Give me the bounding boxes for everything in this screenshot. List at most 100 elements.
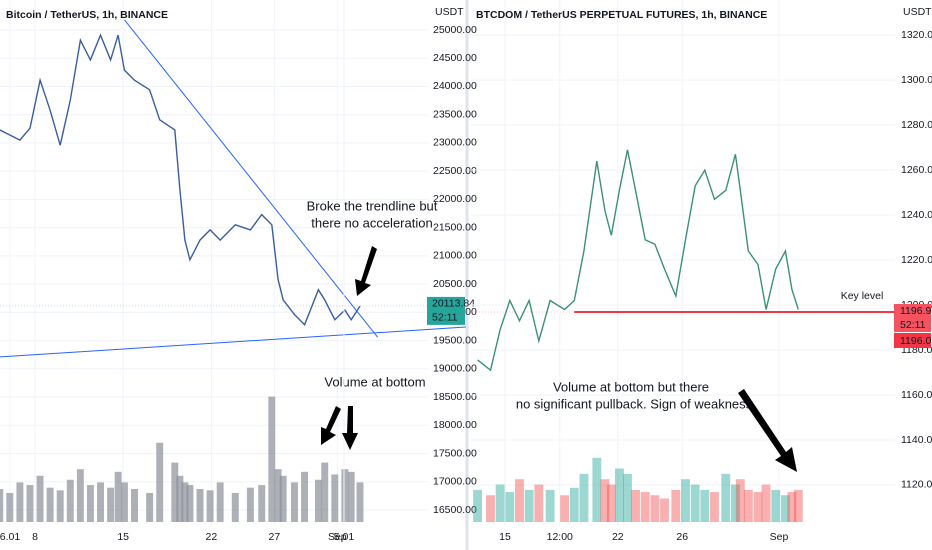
y-tick-label: 20500.00: [433, 278, 477, 290]
volume-bar: [146, 492, 154, 522]
volume-bar: [291, 482, 298, 522]
y-tick-label: 1160.0: [901, 389, 932, 401]
x-tick-label: Sep: [770, 531, 789, 543]
price-line: [0, 33, 361, 327]
volume-bar: [560, 495, 570, 522]
mark-price-label: 1196.0: [900, 335, 931, 347]
y-tick-label: 23500.00: [433, 108, 477, 120]
volume-bar: [515, 479, 524, 522]
y-tick-label: 1140.0: [901, 434, 932, 446]
y-tick-label: 19000.00: [433, 363, 477, 375]
volume-bar: [76, 469, 84, 522]
volume-bar: [347, 471, 355, 522]
volume-bar: [114, 471, 122, 522]
volume-bar: [787, 492, 797, 522]
volume-bar: [231, 492, 239, 522]
volume-bar: [486, 495, 495, 522]
volume-bar: [97, 482, 104, 522]
volume-bar: [600, 479, 610, 522]
trendline: [0, 326, 466, 358]
price-label: 20113.84: [432, 298, 475, 310]
volume-bar: [341, 469, 349, 522]
y-tick-label: 24500.00: [433, 52, 477, 64]
volume-bar: [107, 487, 115, 522]
volume-bar: [274, 469, 282, 522]
x-tick-label: 15: [117, 531, 129, 543]
trendline: [124, 19, 379, 338]
y-tick-label: 1320.0: [901, 29, 932, 41]
volume-bar: [301, 471, 309, 522]
x-tick-label: 27: [268, 531, 280, 543]
y-tick-label: 1240.0: [901, 209, 932, 221]
x-tick-label: 8: [32, 531, 38, 543]
volume-bar: [16, 482, 24, 522]
annotation: Volume at bottom: [324, 374, 425, 389]
volume-bar: [721, 473, 731, 522]
x-tick-label: 5.01: [334, 531, 355, 543]
volume-bar: [86, 485, 94, 522]
y-tick-label: 23000.00: [433, 137, 477, 149]
annotation: Volume at bottom but there: [553, 379, 709, 394]
chart-title: BTCDOM / TetherUS PERPETUAL FUTURES, 1h,…: [476, 9, 767, 21]
volume-bar: [26, 485, 34, 522]
volume-bar: [246, 487, 254, 522]
y-tick-label: 1120.0: [901, 479, 932, 491]
mark-price-box: [894, 332, 931, 348]
x-tick-label: 12:00: [547, 531, 573, 543]
volume-bar: [793, 489, 803, 522]
volume-bar: [268, 396, 276, 522]
volume-bar: [171, 462, 179, 522]
volume-bar: [700, 489, 710, 522]
x-tick-label: Sep: [328, 531, 347, 543]
y-tick-label: 17500.00: [433, 447, 477, 459]
y-tick-label: 18000.00: [433, 419, 477, 431]
volume-bar: [331, 474, 339, 522]
y-tick-label: 1260.0: [901, 164, 932, 176]
volume-bar: [606, 484, 616, 522]
volume-bar: [356, 482, 364, 522]
volume-bar: [46, 487, 54, 522]
volume-bar: [579, 473, 589, 522]
volume-bar: [623, 473, 632, 522]
y-tick-label: 1220.0: [901, 254, 932, 266]
y-tick-label: 1280.0: [901, 119, 932, 131]
arrow: [355, 246, 377, 296]
volume-bar: [321, 462, 329, 522]
y-tick-label: 21500.00: [433, 221, 477, 233]
x-tick-label: 22: [612, 531, 624, 543]
y-tick-label: 19500.00: [433, 334, 477, 346]
volume-bar: [279, 475, 287, 522]
volume-bar: [196, 489, 204, 522]
volume-bar: [731, 484, 740, 522]
price-label-box: [427, 296, 465, 325]
annotation: there no acceleration: [311, 215, 432, 230]
volume-bar: [569, 487, 579, 522]
volume-bar: [681, 479, 690, 522]
y-tick-label: 22000.00: [433, 193, 477, 205]
volume-bar: [592, 457, 602, 522]
y-tick-label: 17000.00: [433, 476, 477, 488]
volume-bar: [36, 475, 44, 522]
volume-bar: [216, 482, 224, 522]
volume-bar: [186, 485, 194, 522]
countdown-label: 52:11: [900, 319, 926, 331]
y-tick-label: 1300.0: [901, 74, 932, 86]
x-tick-label: 26: [676, 531, 688, 543]
volume-bar: [640, 492, 650, 522]
price-label: 1196.9: [900, 305, 931, 317]
countdown-label: 52:11: [432, 312, 458, 324]
volume-bar: [710, 492, 719, 522]
chart-title: Bitcoin / TetherUS, 1h, BINANCE: [6, 9, 168, 21]
x-tick-label: 15: [499, 531, 511, 543]
volume-bar: [66, 479, 74, 522]
volume-bar: [176, 475, 184, 522]
price-label-box: [894, 303, 931, 332]
volume-bar: [780, 495, 790, 522]
y-tick-label: 25000.00: [433, 24, 477, 36]
volume-bar: [314, 479, 322, 522]
volume-bar: [156, 442, 164, 522]
volume-bar: [735, 479, 745, 522]
x-tick-label: 22: [206, 531, 218, 543]
arrow: [342, 406, 358, 450]
